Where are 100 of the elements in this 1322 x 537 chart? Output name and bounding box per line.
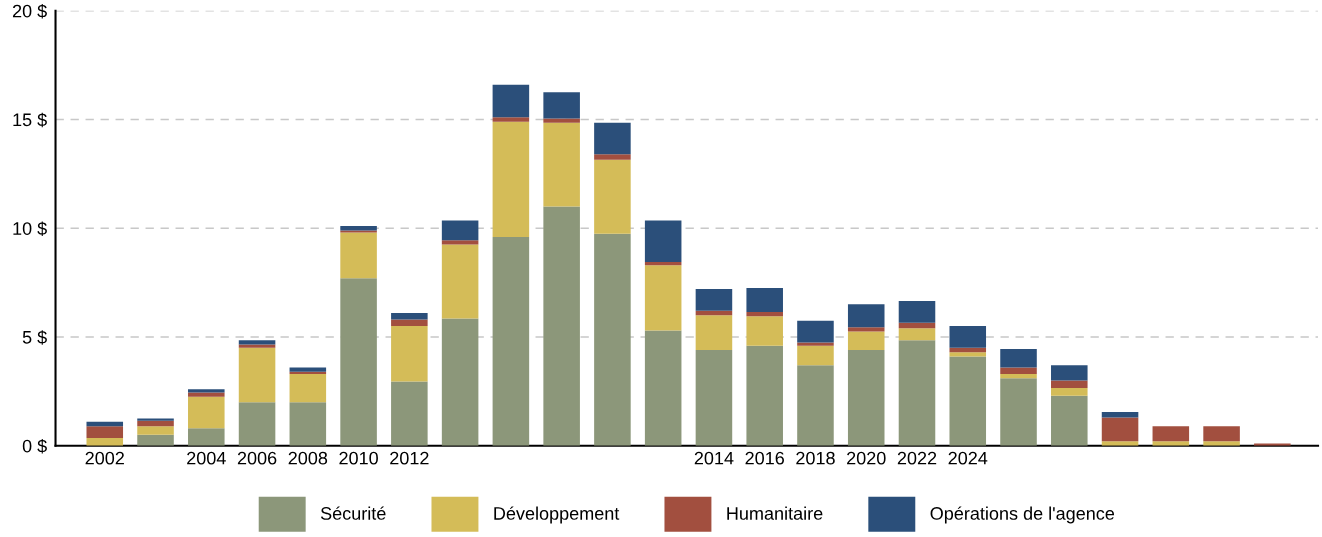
bar xyxy=(86,421,124,427)
x-tick-label: 2002 xyxy=(85,451,124,465)
x-tick-label: 2020 xyxy=(847,451,886,465)
bar xyxy=(441,318,479,446)
bar xyxy=(847,327,885,332)
bar xyxy=(391,381,428,446)
bar xyxy=(441,220,479,241)
bar xyxy=(543,206,580,446)
y-tick-label: 5 $ xyxy=(22,330,47,345)
y-tick-label: 15 $ xyxy=(13,112,47,128)
bar xyxy=(644,330,682,446)
bar xyxy=(391,313,428,320)
bar xyxy=(340,226,377,231)
bar xyxy=(492,117,530,122)
bar xyxy=(644,265,682,331)
bar xyxy=(289,367,327,372)
bar xyxy=(137,426,174,435)
bar xyxy=(594,122,631,155)
bar xyxy=(289,371,327,374)
bar xyxy=(238,347,276,403)
bar xyxy=(492,236,530,446)
bar xyxy=(543,92,580,119)
bar xyxy=(86,438,124,446)
bar xyxy=(391,326,428,382)
legend-label: Humanitaire xyxy=(727,506,823,520)
bar xyxy=(695,289,733,311)
x-tick-label: 2010 xyxy=(339,451,378,465)
bar xyxy=(1000,367,1037,374)
bar xyxy=(188,392,225,397)
y-tick-label: 0 $ xyxy=(22,438,47,454)
bar xyxy=(898,301,936,323)
bar xyxy=(1000,373,1037,379)
bar xyxy=(695,315,733,351)
bar xyxy=(797,345,834,366)
bar xyxy=(238,402,276,446)
bar xyxy=(188,428,225,446)
bar xyxy=(289,373,327,403)
legend-label: Développement xyxy=(494,506,620,524)
bar xyxy=(949,356,987,446)
bar xyxy=(391,319,428,327)
bar xyxy=(746,311,783,317)
bar xyxy=(441,240,479,245)
bar xyxy=(340,232,377,279)
bar xyxy=(644,261,682,266)
bar xyxy=(492,121,530,237)
bar xyxy=(86,426,124,439)
bar xyxy=(898,328,936,341)
bar xyxy=(695,350,733,446)
legend-label: Sécurité xyxy=(320,506,386,520)
bar xyxy=(898,340,936,446)
bar xyxy=(898,322,936,329)
bar xyxy=(188,389,225,393)
bar xyxy=(949,326,987,348)
bar xyxy=(1101,412,1139,418)
x-tick-label: 2006 xyxy=(237,451,277,465)
bar xyxy=(949,352,987,357)
x-tick-label: 2022 xyxy=(897,451,937,465)
bar xyxy=(492,84,530,118)
bar xyxy=(1051,395,1088,446)
bar xyxy=(543,122,580,207)
bar xyxy=(644,220,682,262)
bar xyxy=(340,278,377,446)
bar xyxy=(137,434,174,446)
x-tick-label: 2014 xyxy=(694,451,734,465)
y-tick-label: 10 $ xyxy=(13,221,47,237)
bar xyxy=(594,233,631,446)
bar xyxy=(797,342,834,346)
bar xyxy=(340,230,377,233)
bar xyxy=(949,347,987,353)
x-tick-label: 2024 xyxy=(948,451,988,465)
bar xyxy=(188,396,225,429)
bar xyxy=(1000,348,1037,368)
y-tick-label: 20 $ xyxy=(12,3,47,19)
bar xyxy=(238,340,276,345)
bar xyxy=(746,345,783,446)
x-tick-label: 2016 xyxy=(745,451,784,465)
bar xyxy=(441,244,479,319)
bar xyxy=(543,118,580,123)
legend-label: Opérations de l'agence xyxy=(930,506,1115,524)
bar xyxy=(1051,388,1088,396)
bar xyxy=(797,365,834,446)
bar xyxy=(1152,441,1190,446)
bar xyxy=(289,402,327,446)
bar xyxy=(847,350,885,446)
bar xyxy=(1000,378,1037,446)
bar xyxy=(847,331,885,351)
bar xyxy=(594,159,631,234)
bar xyxy=(1203,441,1240,446)
x-tick-label: 2008 xyxy=(288,451,328,465)
bar xyxy=(1101,441,1139,446)
x-tick-label: 2012 xyxy=(390,451,429,465)
bar xyxy=(1051,365,1088,381)
bar xyxy=(137,420,174,427)
bar xyxy=(137,418,174,421)
bar xyxy=(1051,380,1088,389)
x-tick-label: 2004 xyxy=(187,451,226,465)
bar xyxy=(847,304,885,328)
x-tick-label: 2018 xyxy=(796,451,835,465)
bar xyxy=(746,316,783,346)
bar xyxy=(238,344,276,348)
